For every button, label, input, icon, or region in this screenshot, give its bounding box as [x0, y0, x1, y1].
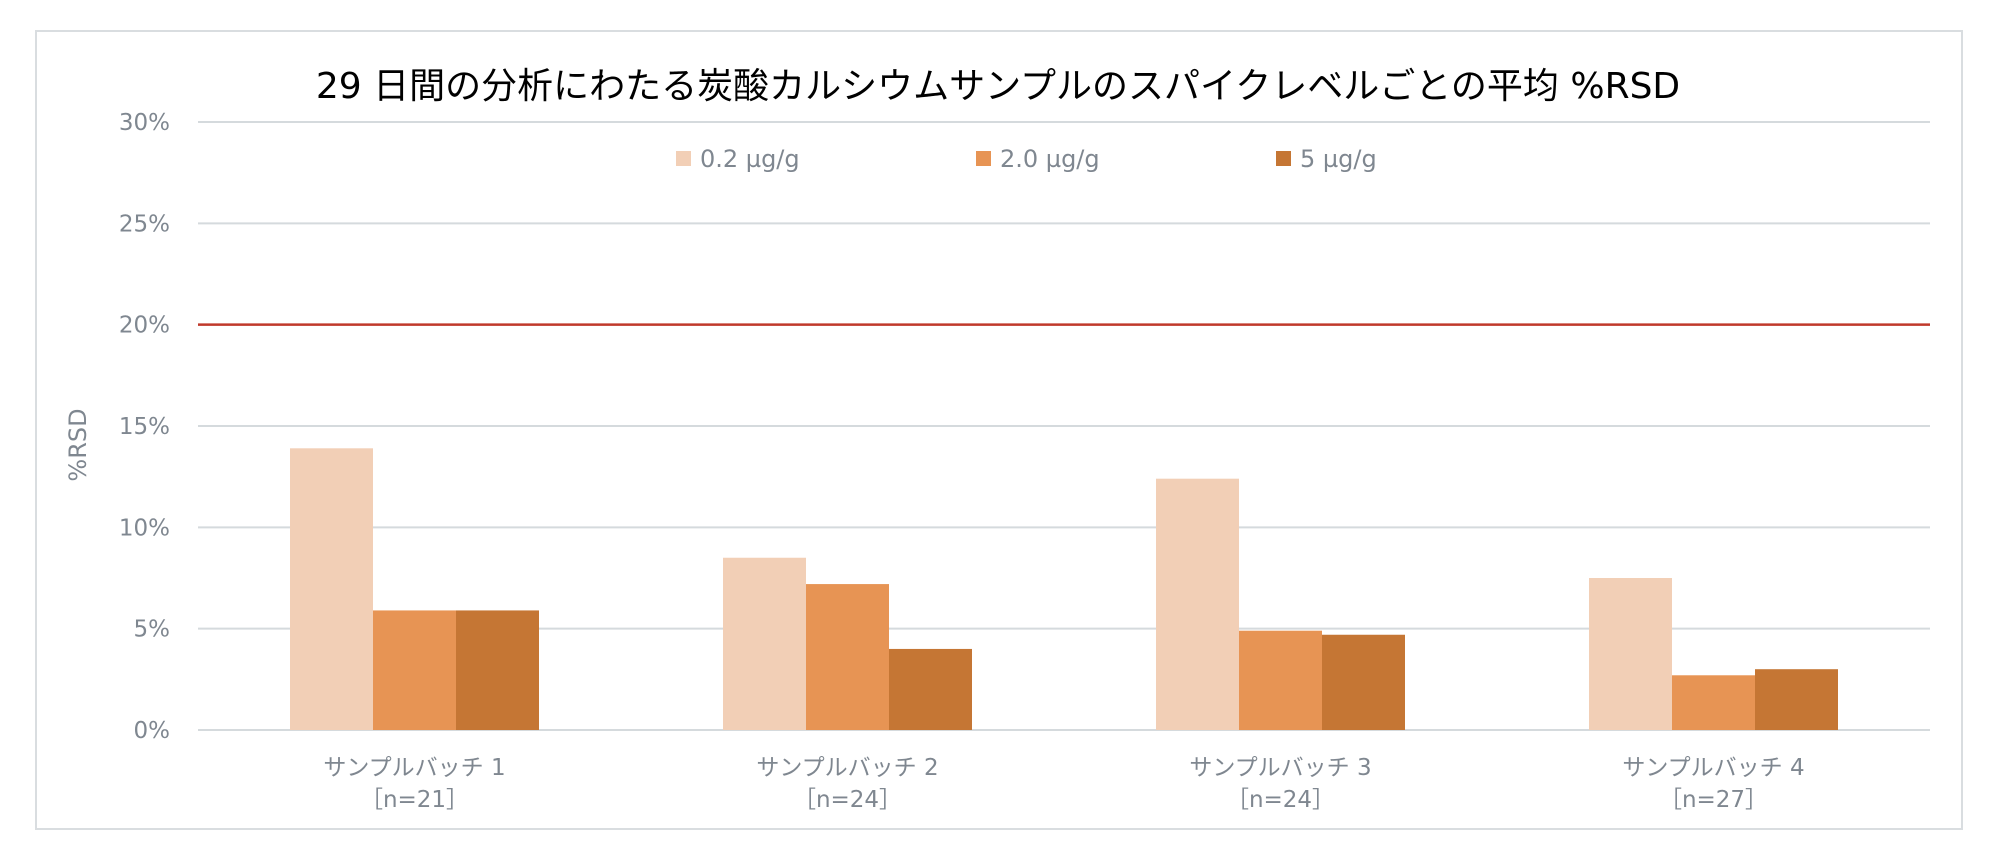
- chart-frame: [35, 30, 1963, 830]
- x-category-label: サンプルバッチ 2: [756, 755, 938, 781]
- bar: [1589, 578, 1672, 730]
- y-axis-title: %RSD: [64, 408, 92, 481]
- legend-label: 0.2 µg/g: [700, 145, 800, 173]
- bar: [290, 448, 373, 730]
- chart-title: 29 日間の分析にわたる炭酸カルシウムサンプルのスパイクレベルごとの平均 %RS…: [316, 66, 1680, 107]
- bar: [456, 610, 539, 730]
- bar: [1322, 634, 1405, 730]
- y-axis-ticks: 0% 5% 10% 15% 20% 25% 30%: [119, 110, 170, 744]
- x-category-sublabel: ［n=24］: [1226, 787, 1335, 813]
- x-category-label: サンプルバッチ 4: [1622, 755, 1804, 781]
- bar: [806, 584, 889, 730]
- legend-swatch: [676, 151, 691, 166]
- y-tick-label: 0%: [134, 718, 171, 744]
- x-category-sublabel: ［n=21］: [360, 787, 469, 813]
- y-tick-label: 15%: [119, 414, 170, 440]
- x-category-label: サンプルバッチ 3: [1189, 755, 1371, 781]
- x-category-sublabel: ［n=27］: [1659, 787, 1768, 813]
- bar: [889, 648, 972, 730]
- x-axis-labels: サンプルバッチ 1 ［n=21］ サンプルバッチ 2 ［n=24］ サンプルバッチ 3 ［…: [323, 755, 1804, 813]
- legend-label: 5 µg/g: [1300, 145, 1377, 173]
- x-category-sublabel: ［n=24］: [793, 787, 902, 813]
- y-tick-label: 10%: [119, 515, 170, 541]
- y-tick-label: 5%: [134, 617, 171, 643]
- y-tick-label: 20%: [119, 313, 170, 339]
- bar: [1156, 478, 1239, 730]
- bar: [1672, 675, 1755, 730]
- y-tick-label: 30%: [119, 110, 170, 136]
- bar: [1755, 669, 1838, 730]
- legend-swatch: [1276, 151, 1291, 166]
- y-tick-label: 25%: [119, 211, 170, 237]
- bar: [723, 557, 806, 730]
- legend-label: 2.0 µg/g: [1000, 145, 1100, 173]
- legend-swatch: [976, 151, 991, 166]
- x-category-label: サンプルバッチ 1: [323, 755, 505, 781]
- bar: [373, 610, 456, 730]
- bar: [1239, 630, 1322, 730]
- bars: [290, 448, 1838, 730]
- legend: 0.2 µg/g 2.0 µg/g 5 µg/g: [676, 145, 1377, 173]
